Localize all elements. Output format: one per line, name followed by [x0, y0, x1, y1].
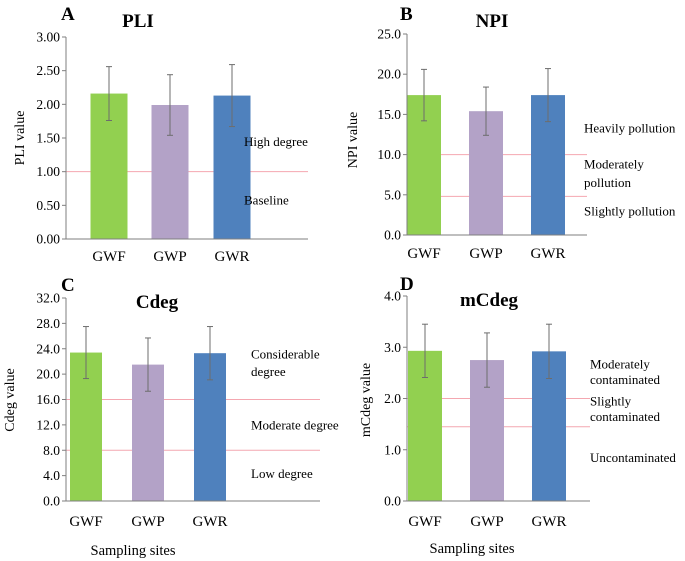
panel-c-category-label: GWR [193, 514, 228, 530]
panel-a-category-label: GWP [153, 249, 186, 265]
panel-c-y-tick-label: 12.0 [36, 417, 60, 432]
panel-b-category-label: GWF [407, 246, 440, 262]
panel-b-y-tick-label: 5.0 [384, 187, 401, 202]
panel-c: C Cdeg Cdeg value GWF GWP GWR 0.0 4.0 8.0 12.0 16.… [3, 275, 339, 559]
panel-c-y-tick-label: 28.0 [36, 316, 60, 331]
panel-b-annotation-1: Moderately [584, 157, 644, 172]
panel-a-category-label: GWR [215, 249, 250, 265]
panel-c-x-axis-label: Sampling sites [91, 543, 176, 559]
panel-c-annotation-2: Moderate degree [251, 417, 339, 432]
panel-d-category-label: GWF [408, 514, 441, 530]
panel-c-y-axis-label: Cdeg value [3, 368, 18, 431]
panel-b-title: NPI [476, 11, 509, 32]
panel-c-y-tick-label: 4.0 [43, 468, 60, 483]
panel-a-y-tick-label: 1.50 [36, 131, 60, 146]
panel-c-category-label: GWP [131, 514, 164, 530]
panel-c-annotation-3: Low degree [251, 466, 313, 481]
panel-c-y-tick-label: 0.0 [43, 494, 60, 509]
panel-a-y-tick-label: 2.50 [36, 63, 60, 78]
panel-d-y-tick-label: 1.0 [384, 442, 401, 457]
panel-d-y-tick-label: 3.0 [384, 340, 401, 355]
panel-d-annotation-2: Slightly [590, 394, 632, 409]
panel-d-annotation-4: Uncontaminated [590, 450, 676, 465]
panel-c-annotation-0: Considerable [251, 346, 320, 361]
panel-b-annotation-3: Slightly pollution [584, 203, 676, 218]
panel-a-y-tick-label: 1.00 [36, 164, 60, 179]
panel-b-y-tick-label: 15.0 [377, 107, 401, 122]
panel-c-letter: C [61, 275, 75, 296]
panel-c-y-tick-label: 24.0 [36, 341, 60, 356]
panel-d-annotation-1: contaminated [590, 372, 661, 387]
panel-d-y-tick-label: 0.0 [384, 494, 401, 509]
panel-c-title: Cdeg [136, 292, 179, 313]
panel-a-annotation-1: Baseline [244, 192, 289, 207]
panel-d-category-label: GWR [532, 514, 567, 530]
panel-b-annotation-2: pollution [584, 175, 631, 190]
panel-a-title: PLI [122, 11, 154, 32]
panel-a-y-tick-label: 0.00 [36, 232, 60, 247]
panel-b-annotation-0: Heavily pollution [584, 121, 676, 136]
panel-c-category-label: GWF [69, 514, 102, 530]
panel-d-y-tick-label: 2.0 [384, 391, 401, 406]
panel-c-y-tick-label: 20.0 [36, 367, 60, 382]
panel-c-y-tick-label: 32.0 [36, 291, 60, 306]
panel-a-y-tick-label: 3.00 [36, 30, 60, 45]
panel-c-annotation-1: degree [251, 364, 286, 379]
panel-d-annotation-3: contaminated [590, 409, 661, 424]
panel-a-y-axis-label: PLI value [13, 111, 28, 166]
panel-a-annotation-0: High degree [244, 134, 308, 149]
panel-a-y-tick-label: 2.00 [36, 97, 60, 112]
panel-d-title: mCdeg [460, 290, 519, 311]
panel-b-y-tick-label: 10.0 [377, 147, 401, 162]
panel-b-category-label: GWR [531, 246, 566, 262]
panel-b: B NPI NPI value GWF GWP GWR 0.0 5.0 10.0 15.0 20.0… [346, 4, 676, 262]
panel-d-category-label: GWP [470, 514, 503, 530]
panel-a-category-label: GWF [92, 249, 125, 265]
panel-c-y-tick-label: 8.0 [43, 443, 60, 458]
panel-b-category-label: GWP [469, 246, 502, 262]
panel-b-y-axis-label: NPI value [346, 112, 361, 168]
panel-a-letter: A [61, 4, 75, 25]
panel-d-y-axis-label: mCdeg value [359, 363, 374, 437]
panel-d-x-axis-label: Sampling sites [430, 541, 515, 557]
panel-b-y-tick-label: 20.0 [377, 67, 401, 82]
panel-d-letter: D [400, 274, 414, 295]
panel-b-y-tick-label: 0.0 [384, 228, 401, 243]
panel-d-annotation-0: Moderately [590, 357, 650, 372]
panel-a: A PLI PLI value GWF GWP GWR 0.00 0.50 1.00 1.50 2.… [13, 4, 308, 265]
panel-b-y-tick-label: 25.0 [377, 27, 401, 42]
panel-b-letter: B [400, 4, 413, 25]
panel-a-y-tick-label: 0.50 [36, 198, 60, 213]
panel-d-y-tick-label: 4.0 [384, 289, 401, 304]
panel-c-y-tick-label: 16.0 [36, 392, 60, 407]
